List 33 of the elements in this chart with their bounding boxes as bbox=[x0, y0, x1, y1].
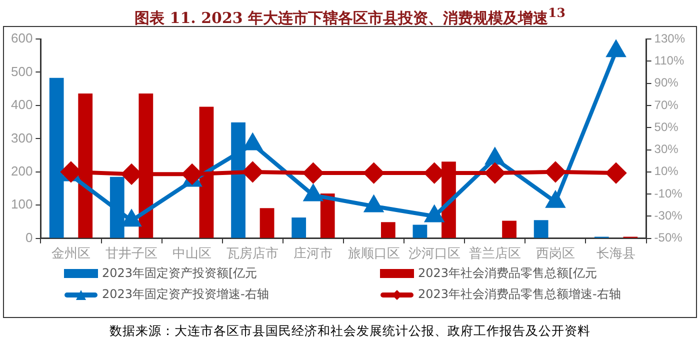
x-tick-label: 西岗区 bbox=[536, 246, 575, 262]
y2-tick-label: -30% bbox=[654, 208, 683, 223]
y-tick-label: 400 bbox=[10, 97, 33, 112]
y2-tick-label: -50% bbox=[654, 230, 683, 245]
y2-tick-label: 110% bbox=[654, 53, 684, 68]
x-tick-label: 金州区 bbox=[51, 246, 90, 262]
legend-label: 2023年社会消费品零售总额[亿元 bbox=[418, 265, 598, 282]
y2-tick-label: 90% bbox=[654, 76, 679, 90]
y-tick-label: 300 bbox=[10, 130, 33, 146]
y2-tick-label: 10% bbox=[654, 164, 679, 178]
y-tick-label: 500 bbox=[10, 64, 33, 79]
x-tick-label: 沙河口区 bbox=[408, 246, 460, 262]
x-tick-label: 庄河市 bbox=[294, 246, 333, 262]
y2-tick-label: 30% bbox=[654, 142, 679, 156]
x-tick-label: 长海县 bbox=[596, 246, 636, 262]
x-tick-label: 甘井子区 bbox=[106, 246, 158, 262]
source-note: 数据来源：大连市各区市县国民经济和社会发展统计公报、政府工作报告及公开资料 bbox=[108, 323, 592, 340]
y-tick-label: 200 bbox=[10, 164, 33, 179]
y-tick-label: 100 bbox=[10, 196, 33, 212]
y2-tick-label: 130% bbox=[654, 31, 686, 46]
chart-title: 图表 11. 2023 年大连市下辖各区市县投资、消费规模及增速$^{13}$ bbox=[134, 4, 566, 27]
legend-label: 2023年固定资产投资额[亿元 bbox=[102, 265, 258, 282]
y2-tick-label: 50% bbox=[654, 120, 679, 134]
x-tick-label: 瓦房店市 bbox=[226, 246, 279, 262]
x-tick-label: 普兰店区 bbox=[468, 246, 521, 262]
x-tick-label: 中山区 bbox=[172, 246, 212, 262]
y2-tick-label: -10% bbox=[654, 186, 683, 200]
y2-tick-label: 70% bbox=[654, 98, 679, 112]
y-tick-label: 0 bbox=[25, 230, 33, 245]
y-tick-label: 600 bbox=[10, 30, 33, 46]
legend-label: 2023年社会消费品零售总额增速-右轴 bbox=[418, 286, 621, 303]
legend-label: 2023年固定资产投资增速-右轴 bbox=[102, 286, 269, 303]
x-tick-label: 旅顺口区 bbox=[348, 246, 400, 262]
